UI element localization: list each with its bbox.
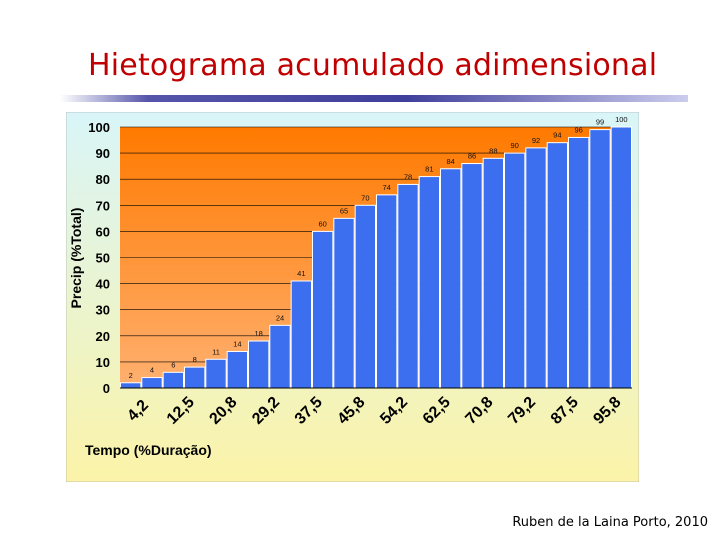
bar-value-label: 99 xyxy=(596,118,604,127)
bar xyxy=(461,163,483,389)
bar-value-label: 4 xyxy=(150,366,154,375)
bar-value-label: 86 xyxy=(468,152,476,161)
y-tick-label: 50 xyxy=(96,251,110,266)
bar xyxy=(397,183,419,389)
bar-value-label: 90 xyxy=(510,141,518,150)
bar xyxy=(248,340,270,389)
y-tick-label: 70 xyxy=(96,198,110,213)
bar-value-label: 92 xyxy=(532,136,540,145)
y-tick-label: 40 xyxy=(96,277,110,292)
bar xyxy=(184,366,206,389)
x-axis-label: Tempo (%Duração) xyxy=(85,442,212,458)
bar-value-label: 60 xyxy=(318,219,326,228)
credit-line: Ruben de la Laina Porto, 2010 xyxy=(512,515,708,530)
bar-value-label: 8 xyxy=(193,355,197,364)
bar-value-label: 2 xyxy=(129,371,133,380)
bar-value-label: 100 xyxy=(615,115,628,124)
bar xyxy=(376,194,398,389)
bar xyxy=(141,377,163,389)
bar-value-label: 14 xyxy=(233,339,241,348)
bar-value-label: 11 xyxy=(212,347,220,356)
bar xyxy=(546,142,568,389)
value-labels: 2468111418244160657074788184868890929496… xyxy=(129,115,628,380)
bar-value-label: 74 xyxy=(382,183,390,192)
bar xyxy=(269,324,291,389)
bar xyxy=(610,126,633,389)
bar xyxy=(120,382,142,389)
bar-value-label: 65 xyxy=(340,206,348,215)
bar-value-label: 6 xyxy=(171,360,175,369)
y-tick-label: 60 xyxy=(96,224,110,239)
bar-value-label: 70 xyxy=(361,193,369,202)
bar-value-label: 94 xyxy=(553,131,561,140)
bar xyxy=(226,350,249,389)
bar-value-label: 81 xyxy=(425,165,433,174)
bar-value-label: 78 xyxy=(404,172,412,181)
y-tick-label: 100 xyxy=(88,120,110,135)
bar xyxy=(162,371,184,389)
bar-value-label: 41 xyxy=(297,269,305,278)
bar-value-label: 24 xyxy=(276,313,284,322)
y-tick-label: 80 xyxy=(96,172,110,187)
bar xyxy=(482,157,504,389)
hyetograph-chart: 2468111418244160657074788184868890929496… xyxy=(65,111,640,483)
bar xyxy=(418,176,440,389)
bar-value-label: 84 xyxy=(446,157,454,166)
bar xyxy=(568,136,590,389)
y-tick-label: 30 xyxy=(96,303,110,318)
slide-title: Hietograma acumulado adimensional xyxy=(88,48,658,83)
bar xyxy=(290,280,313,389)
bar-value-label: 88 xyxy=(489,146,497,155)
bar xyxy=(440,168,462,389)
title-underline xyxy=(60,95,688,102)
chart-panel: 2 4 6 8 11 14 18 24 41 60 65 70 74 78 81 84 86 88 90 92 94 96… xyxy=(65,111,640,483)
bar xyxy=(589,129,611,389)
y-tick-label: 10 xyxy=(96,355,110,370)
y-tick-label: 90 xyxy=(96,146,110,161)
bar xyxy=(312,230,334,389)
y-tick-label: 0 xyxy=(103,381,110,396)
bar-value-label: 18 xyxy=(254,329,262,338)
bar xyxy=(525,147,547,389)
y-tick-labels: 0 10 20 30 40 50 60 70 80 90 100 xyxy=(88,120,110,396)
y-axis-label: Precip (%Total) xyxy=(68,208,84,309)
bar-value-label: 96 xyxy=(574,125,582,134)
y-tick-label: 20 xyxy=(96,329,110,344)
bar xyxy=(333,217,355,389)
bar xyxy=(354,204,376,389)
bar xyxy=(205,358,227,389)
bar xyxy=(504,152,526,389)
